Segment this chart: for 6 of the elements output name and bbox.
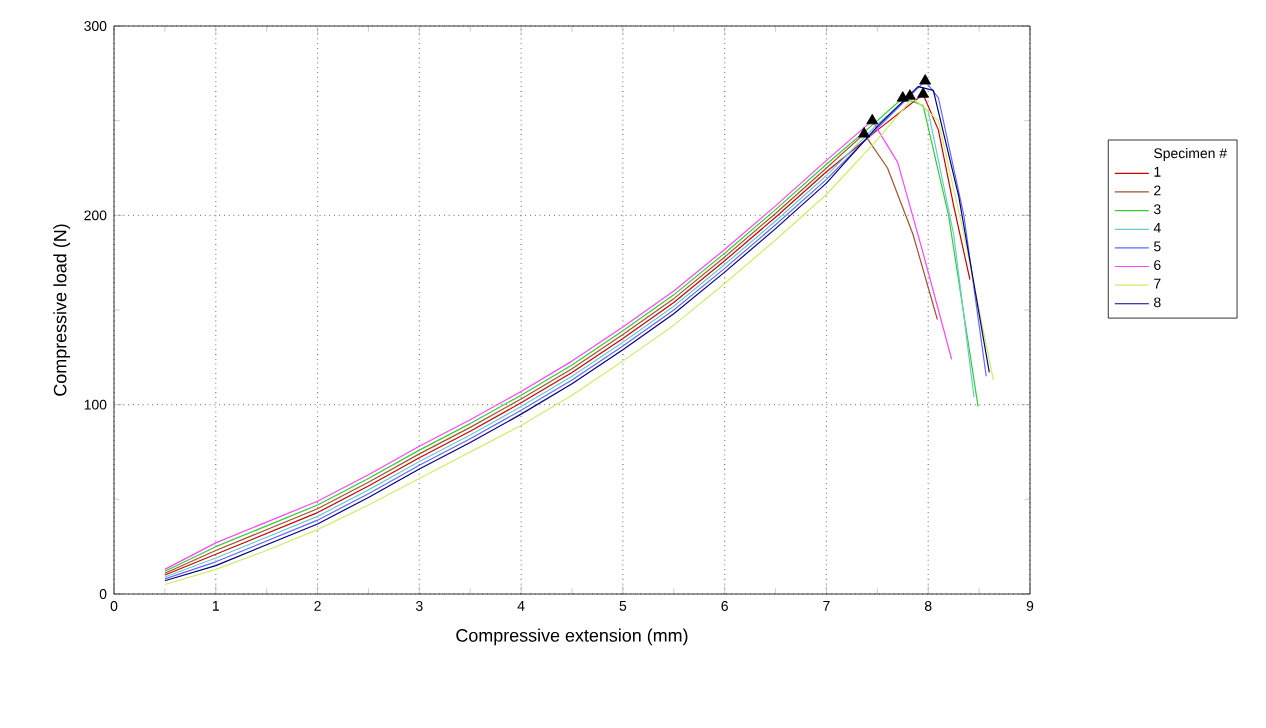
y-axis-title: Compressive load (N) (53, 224, 71, 396)
point (919, 74, 932, 85)
point (866, 113, 879, 125)
x-axis-title: Compressive extension (mm) (456, 628, 688, 646)
point (917, 87, 930, 98)
point (858, 127, 871, 138)
